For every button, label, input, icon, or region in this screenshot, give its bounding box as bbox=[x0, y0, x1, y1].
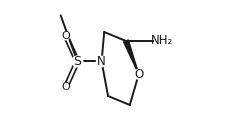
Circle shape bbox=[62, 83, 70, 91]
Circle shape bbox=[72, 56, 83, 67]
Circle shape bbox=[134, 69, 144, 79]
Circle shape bbox=[96, 56, 107, 67]
Polygon shape bbox=[124, 40, 139, 74]
Text: NH₂: NH₂ bbox=[151, 34, 174, 47]
Text: N: N bbox=[97, 55, 106, 68]
Circle shape bbox=[62, 32, 70, 40]
Text: O: O bbox=[61, 31, 70, 41]
Text: O: O bbox=[61, 82, 70, 92]
Text: O: O bbox=[134, 68, 143, 81]
Text: S: S bbox=[73, 55, 81, 68]
Circle shape bbox=[155, 33, 170, 49]
